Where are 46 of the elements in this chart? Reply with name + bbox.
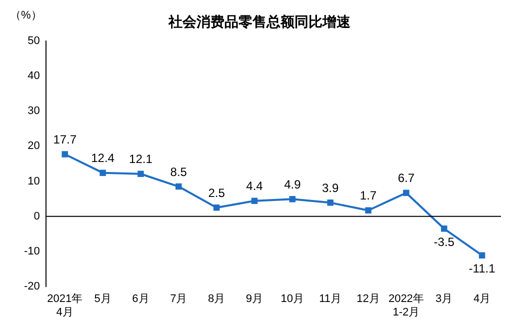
data-label: 12.1 [129,152,153,166]
point [327,200,334,206]
data-label: 17.7 [53,132,77,147]
x-tick-label: 4月 [473,293,491,306]
x-tick-label: 8月 [208,293,226,306]
y-tick-label: 0 [34,210,40,222]
point [62,151,68,158]
point [176,183,182,190]
data-label: 12.4 [91,151,115,166]
x-tick-label: 2021年 4月 [47,293,83,318]
point [365,207,372,214]
x-tick-label: 2022年 1-2月 [388,293,424,318]
data-label: 8.5 [170,164,188,179]
point [403,190,410,196]
x-tick-label: 11月 [319,293,342,306]
data-label: 2.5 [208,186,226,200]
data-label: 4.9 [284,177,302,192]
x-tick-label: 10月 [280,293,304,306]
y-axis-title: （%） [10,10,42,22]
point [251,198,258,204]
data-label: 4.4 [246,179,264,194]
point [478,252,486,258]
y-tick-label: -10 [24,246,40,258]
chart-title: 社会消费品零售总额同比增速 [168,13,352,30]
y-tick-label: 20 [28,140,40,152]
x-tick-label: 5月 [94,293,112,306]
x-tick-label: 12月 [356,293,380,306]
x-tick-label: 9月 [246,293,264,306]
y-tick-label: -20 [24,280,40,293]
point [138,170,144,178]
point [100,170,106,176]
data-label: -3.5 [434,234,455,249]
y-tick-label: 30 [28,105,40,118]
point [213,204,220,211]
point [289,196,296,202]
x-tick-label: 7月 [170,293,188,306]
x-tick-label: 6月 [132,293,150,306]
data-label: -11.1 [468,262,496,276]
x-tick-label: 3月 [436,293,453,306]
data-label: 3.9 [322,180,339,195]
point [440,226,448,232]
y-tick-label: 50 [28,34,40,47]
y-tick-label: 40 [28,70,40,82]
data-label: 6.7 [398,171,415,186]
data-label: 1.7 [360,188,377,203]
y-tick-label: 10 [28,175,40,188]
